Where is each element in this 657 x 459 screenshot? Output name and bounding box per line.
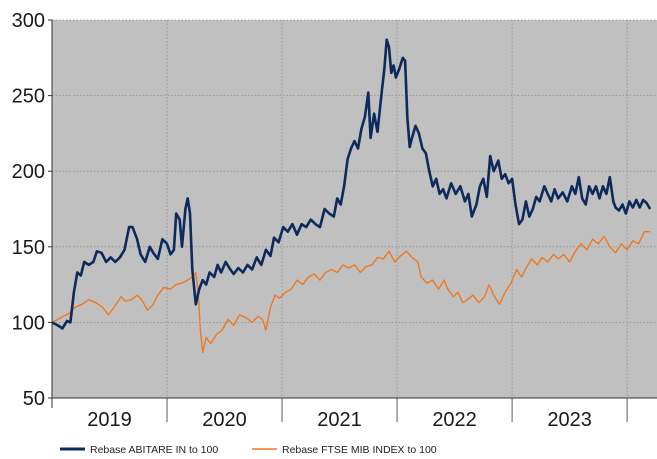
y-tick-label: 50 [23, 388, 45, 410]
y-tick-label: 200 [12, 161, 45, 183]
x-tick-label: 2022 [432, 409, 477, 431]
y-axis-tick-labels: 50 100 150 200 250 300 [12, 10, 45, 410]
legend-entry-2: Rebase FTSE MIB INDEX to 100 [252, 444, 437, 456]
axes [48, 19, 657, 422]
y-tick-label: 300 [12, 10, 45, 32]
legend-entry-1: Rebase ABITARE IN to 100 [60, 444, 218, 456]
series-line-2 [52, 231, 651, 354]
y-tick-label: 150 [12, 237, 45, 259]
x-tick-label: 2021 [317, 409, 362, 431]
series-lines [52, 38, 652, 354]
gridlines [52, 19, 657, 398]
legend-label: Rebase ABITARE IN to 100 [90, 444, 218, 456]
series-line-1 [52, 38, 652, 330]
plot-area [52, 20, 657, 398]
x-tick-label: 2020 [202, 409, 247, 431]
y-tick-label: 250 [12, 86, 45, 108]
legend: Rebase ABITARE IN to 100 Rebase FTSE MIB … [60, 444, 437, 456]
y-tick-label: 100 [12, 312, 45, 334]
x-axis-tick-labels: 2019 2020 2021 2022 2023 [87, 409, 592, 431]
legend-label: Rebase FTSE MIB INDEX to 100 [282, 444, 437, 456]
x-tick-label: 2023 [547, 409, 592, 431]
x-tick-label: 2019 [87, 409, 132, 431]
